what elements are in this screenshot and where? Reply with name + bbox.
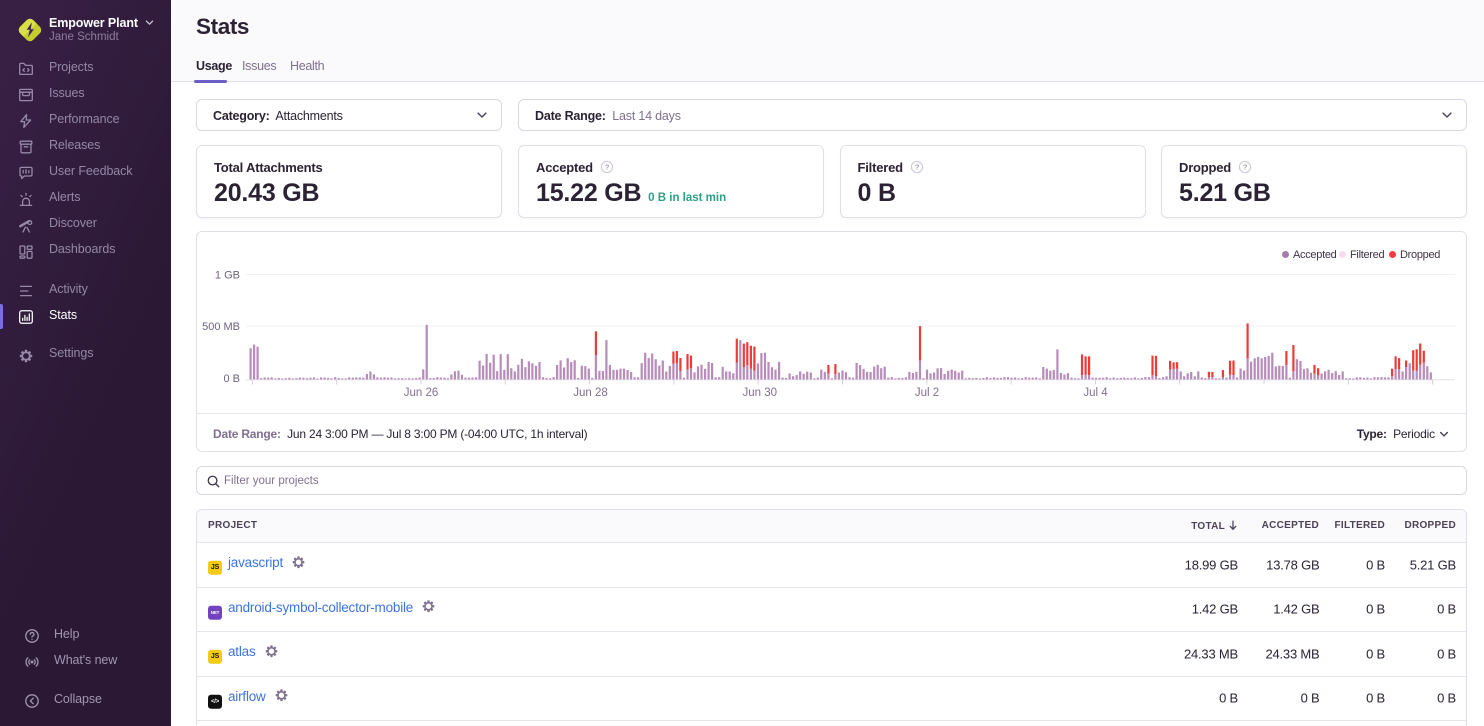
svg-text:0 B: 0 B	[223, 373, 240, 385]
svg-text:Jun 26: Jun 26	[404, 387, 439, 399]
svg-text:Jun 28: Jun 28	[573, 387, 608, 399]
svg-text:?: ?	[605, 163, 610, 172]
svg-text:Jun 30: Jun 30	[743, 387, 778, 399]
svg-text:Jul 4: Jul 4	[1083, 387, 1108, 399]
svg-text:Jul 2: Jul 2	[915, 387, 939, 399]
svg-text:?: ?	[1243, 163, 1248, 172]
svg-text:500 MB: 500 MB	[202, 321, 240, 333]
svg-text:1 GB: 1 GB	[215, 270, 240, 282]
svg-text:?: ?	[915, 163, 920, 172]
